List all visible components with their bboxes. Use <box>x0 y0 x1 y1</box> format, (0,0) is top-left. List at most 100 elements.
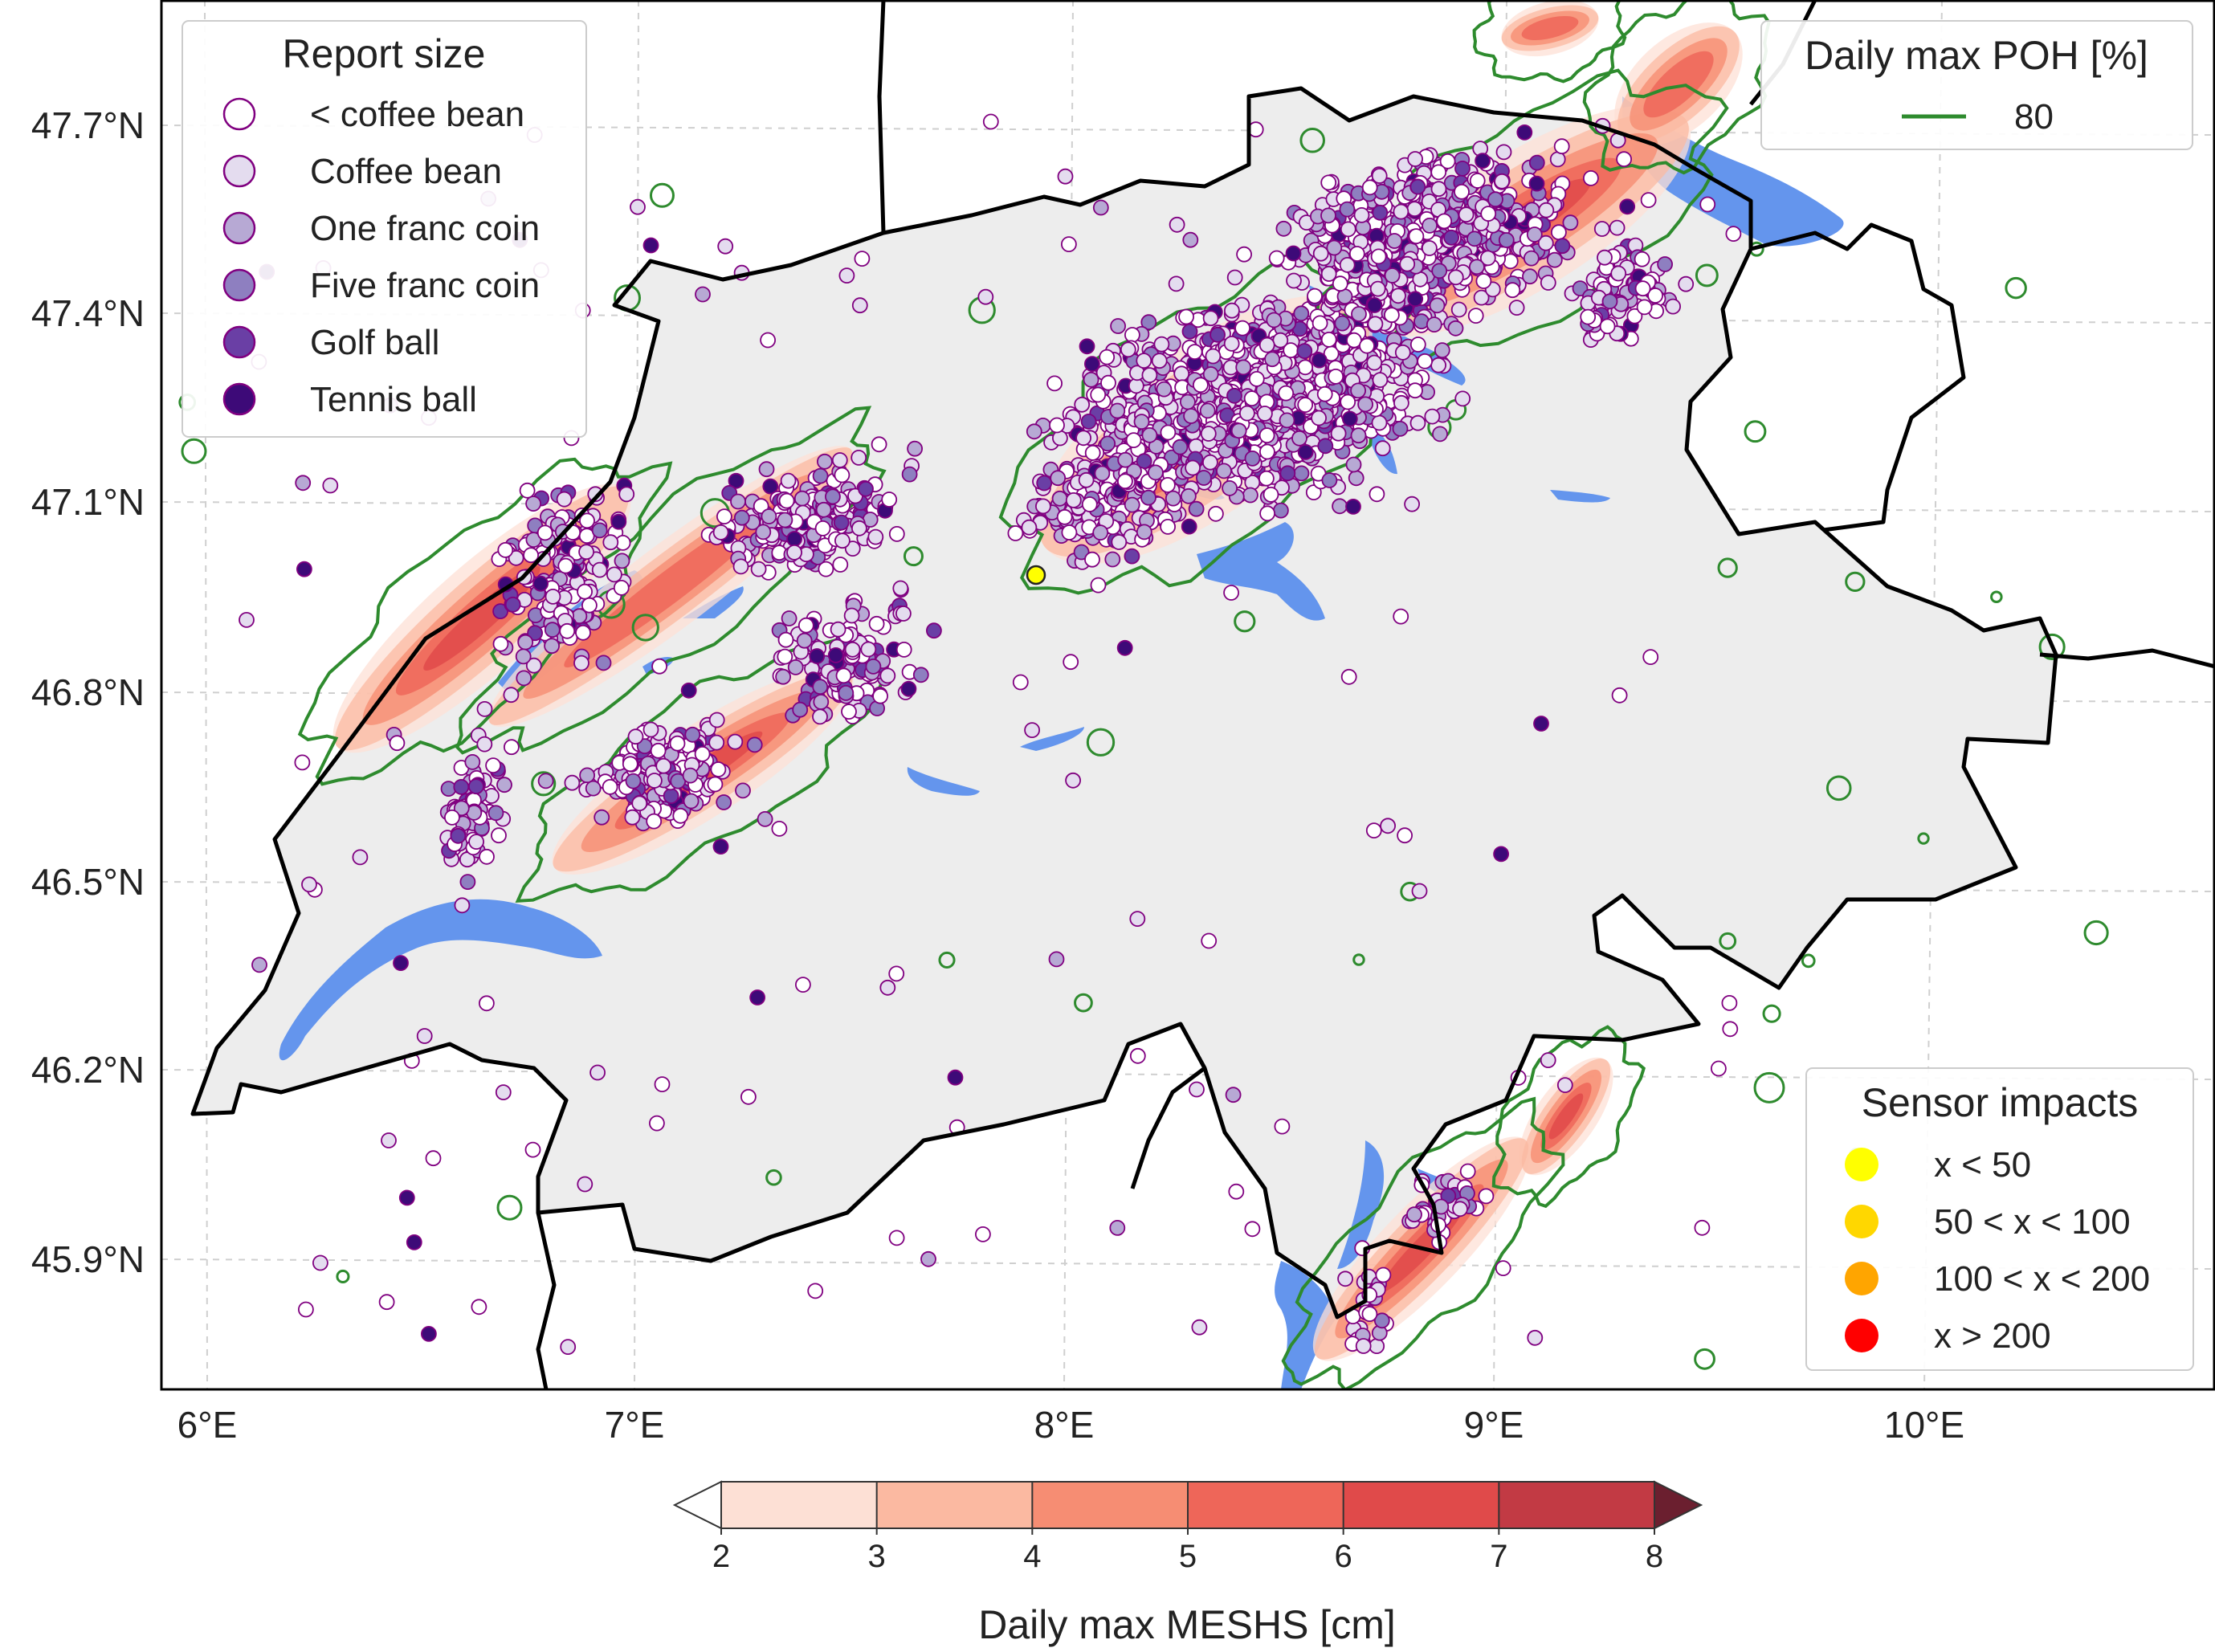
hail-report <box>655 757 672 774</box>
hail-report <box>710 761 727 777</box>
hail-report <box>844 641 861 658</box>
hail-report <box>888 965 905 982</box>
colorbar-segment <box>721 1482 878 1528</box>
hail-report <box>871 436 887 453</box>
hail-report <box>1266 312 1283 328</box>
hail-report <box>1110 318 1126 334</box>
hail-report <box>1393 203 1409 220</box>
legend-sensor-impacts: Sensor impacts x < 50 50 < x < 100 100 < x… <box>1805 1067 2194 1371</box>
hail-report <box>1321 472 1338 488</box>
hail-report <box>1540 275 1556 291</box>
hail-report <box>1117 451 1134 468</box>
hail-report <box>1080 414 1097 430</box>
colorbar-under-arrow <box>672 1480 722 1530</box>
hail-report <box>1160 477 1176 493</box>
hail-report <box>1366 354 1383 371</box>
hail-report <box>920 1250 936 1267</box>
hail-report <box>468 778 484 795</box>
hail-report <box>1234 320 1250 337</box>
hail-report <box>585 780 602 797</box>
hail-report <box>778 492 795 509</box>
hail-report <box>595 655 612 671</box>
hail-report <box>557 557 574 574</box>
hail-report <box>730 493 746 510</box>
report-size-label: < coffee bean <box>310 95 524 134</box>
hail-report <box>468 834 484 850</box>
switzerland-terrain <box>193 88 2056 1317</box>
hail-report <box>749 989 765 1005</box>
hail-report <box>1528 154 1545 171</box>
hail-report <box>1369 486 1385 503</box>
colorbar-segment <box>1032 1482 1189 1528</box>
hail-report <box>1181 323 1198 340</box>
hail-report <box>560 1339 577 1355</box>
hail-reports <box>239 113 1742 1355</box>
hail-report <box>809 648 826 664</box>
hail-report <box>1350 427 1367 444</box>
hail-report <box>1099 435 1116 452</box>
hail-report <box>888 1230 905 1246</box>
hail-report <box>1109 1220 1126 1236</box>
hail-report <box>1393 394 1409 411</box>
hail-report <box>760 332 776 349</box>
hail-report <box>1597 249 1613 266</box>
hail-report <box>1411 883 1428 899</box>
poh-contour <box>938 951 956 969</box>
hail-report <box>707 776 724 793</box>
lon-tick: 10°E <box>1884 1404 1964 1446</box>
sensor-marker <box>1845 1148 1878 1181</box>
hail-report <box>1417 353 1433 369</box>
hail-report <box>1340 221 1356 238</box>
colorbar-tick-label: 6 <box>1335 1539 1352 1574</box>
hail-report <box>1593 221 1610 237</box>
report-size-label: Five franc coin <box>310 266 540 305</box>
hail-report <box>1467 308 1484 324</box>
hail-report <box>1180 394 1196 410</box>
hail-report <box>1601 293 1618 310</box>
hail-report <box>476 736 493 753</box>
hail-report <box>947 1069 964 1086</box>
hail-report <box>1205 348 1222 365</box>
hail-report <box>1475 273 1492 289</box>
hail-report <box>680 682 697 699</box>
hail-report <box>796 632 813 649</box>
hail-report <box>573 655 589 671</box>
lat-tick: 47.4°N <box>31 292 145 334</box>
hail-report <box>1185 459 1201 476</box>
hail-report <box>1380 818 1396 834</box>
hail-report <box>694 746 711 762</box>
hail-report <box>735 782 751 799</box>
colorbar-tick-label: 7 <box>1490 1539 1507 1574</box>
hail-report <box>907 440 923 457</box>
hail-report <box>1065 492 1082 508</box>
hail-report <box>1148 464 1164 481</box>
hail-report <box>1610 265 1627 282</box>
hail-report <box>812 708 828 725</box>
hail-report <box>787 659 804 675</box>
hail-report <box>613 580 630 596</box>
hail-report <box>444 810 460 826</box>
poh-contour <box>1234 610 1256 633</box>
lat-tick: 46.8°N <box>31 671 145 713</box>
poh-contour <box>1753 1071 1785 1103</box>
hail-report <box>1124 548 1140 565</box>
hail-report <box>1083 371 1099 388</box>
lake-maggiore <box>1275 1140 1385 1389</box>
report-size-label: Tennis ball <box>310 380 477 419</box>
hail-report <box>1611 687 1628 704</box>
hail-report <box>1546 251 1563 268</box>
hail-report <box>1369 1338 1385 1354</box>
hail-report <box>792 701 809 718</box>
hail-report <box>812 467 829 484</box>
hail-report <box>459 874 476 890</box>
hail-report <box>301 876 317 893</box>
hail-report <box>1188 500 1205 517</box>
hail-report <box>1330 425 1347 442</box>
hail-report <box>851 297 868 314</box>
hail-report <box>602 534 619 551</box>
report-size-marker <box>222 268 256 302</box>
hail-report <box>1599 318 1616 335</box>
poh-contour <box>1491 1025 1646 1209</box>
legend-title: Report size <box>283 31 486 76</box>
hail-report <box>1431 263 1448 279</box>
